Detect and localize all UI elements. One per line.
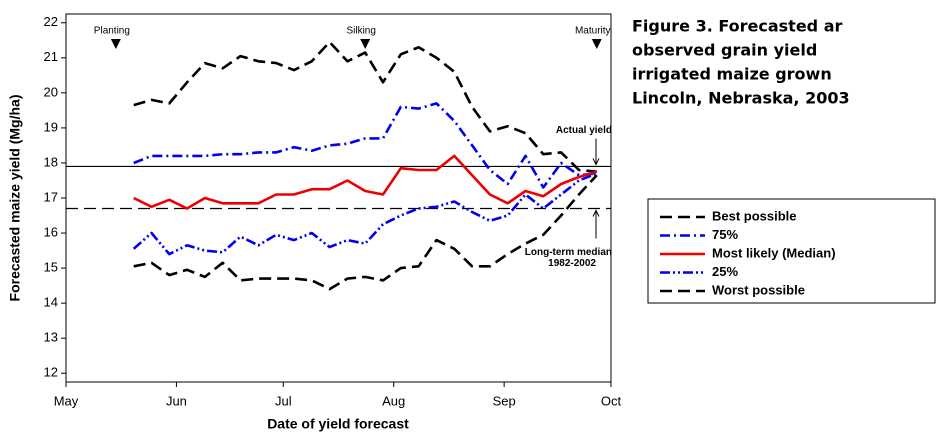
- caption-line: Figure 3. Forecasted ar: [632, 17, 842, 36]
- x-tick-label: Sep: [493, 393, 516, 408]
- reference-sublabel: 1982-2002: [548, 258, 596, 269]
- stage-label: Maturity: [575, 26, 611, 37]
- series-line: [133, 154, 598, 210]
- y-tick-label: 18: [44, 154, 58, 169]
- x-tick-label: Oct: [601, 393, 622, 408]
- series-line: [133, 174, 598, 291]
- legend-label: Worst possible: [712, 282, 805, 297]
- y-tick-label: 12: [44, 365, 58, 380]
- caption-line: observed grain yield: [632, 41, 817, 60]
- y-tick-label: 20: [44, 84, 58, 99]
- arrow-head: [592, 209, 600, 217]
- reference-label: Long-term median: [525, 247, 612, 258]
- legend-label: 25%: [712, 264, 738, 279]
- x-tick-label: May: [54, 393, 79, 408]
- y-tick-label: 15: [44, 260, 58, 275]
- stage-label: Silking: [346, 26, 375, 37]
- stage-marker: [591, 39, 602, 49]
- y-tick-label: 13: [44, 330, 58, 345]
- stage-marker: [360, 39, 371, 49]
- x-tick-label: Jul: [275, 393, 292, 408]
- series-line: [133, 40, 597, 173]
- caption-line: irrigated maize grown: [632, 65, 832, 84]
- legend-label: Most likely (Median): [712, 245, 836, 260]
- legend-label: Best possible: [712, 208, 797, 223]
- legend-box: [647, 198, 936, 304]
- y-tick-label: 22: [44, 14, 58, 29]
- series-line: [132, 172, 598, 256]
- caption-line: Lincoln, Nebraska, 2003: [632, 89, 850, 108]
- y-tick-label: 14: [44, 295, 58, 310]
- legend-label: 75%: [712, 227, 738, 242]
- y-axis-title: Forecasted maize yield (Mg/ha): [7, 95, 23, 302]
- x-tick-label: Jun: [166, 393, 187, 408]
- x-tick-label: Aug: [382, 393, 405, 408]
- y-tick-label: 17: [44, 189, 58, 204]
- series-line: [133, 102, 597, 189]
- y-tick-label: 21: [44, 49, 58, 64]
- stage-label: Planting: [94, 26, 130, 37]
- y-tick-label: 19: [44, 119, 58, 134]
- reference-label: Actual yield: [556, 125, 612, 136]
- y-tick-label: 16: [44, 224, 58, 239]
- x-axis-title: Date of yield forecast: [267, 416, 409, 432]
- arrow-head: [592, 158, 600, 166]
- stage-marker: [110, 39, 121, 49]
